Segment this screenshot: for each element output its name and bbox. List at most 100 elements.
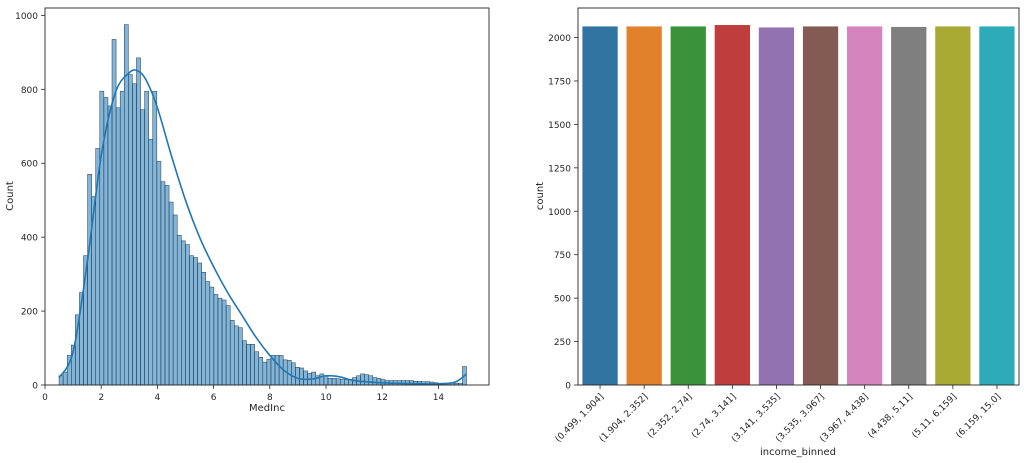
x-tick-label: (2.352, 2.74] [646,392,694,440]
y-tick-label: 2000 [548,34,571,44]
histogram-bar [99,90,105,386]
histogram-bar [119,90,125,386]
histogram-bar [246,344,251,386]
y-tick-label: 1500 [548,121,571,131]
x-tick-label: (5.11, 6.159] [910,392,958,440]
histogram-bar [242,340,247,386]
histogram-xlabel: MedInc [249,403,285,414]
histogram-bar [132,83,137,386]
histogram-bar [238,327,243,386]
bar [670,26,706,385]
histogram-bar [344,379,349,386]
histogram-bar [144,90,149,386]
histogram-bar [193,257,198,386]
histogram-bar [291,362,296,386]
histogram-bar [107,105,113,386]
histogram-bar [181,240,186,386]
histogram-bar [213,294,219,386]
histogram-bar [189,255,194,386]
histogram-bar [364,374,369,386]
y-tick-label: 500 [554,295,571,305]
x-tick-label: 4 [155,393,161,403]
histogram-bar [234,325,239,386]
histogram-bar [164,185,170,386]
histogram-bar [128,74,133,386]
histogram-bar [303,370,308,386]
bar-xlabel: income_binned [760,447,836,458]
bar [802,26,839,385]
histogram-bar [225,305,231,386]
kde-curve [58,69,468,385]
histogram-bar [372,377,378,386]
histogram-bar [115,107,121,386]
y-tick-label: 0 [565,382,571,392]
bar [714,25,750,385]
histogram-bar [209,286,215,386]
histogram-bar [62,371,68,386]
histogram-bar [258,357,264,386]
histogram-bar [172,214,178,386]
x-tick-label: 10 [320,393,332,403]
histogram-bar [140,109,145,386]
histogram-bar [87,174,92,386]
histogram-bar [160,181,166,386]
histogram-bar [156,161,162,386]
histogram-bar [339,378,345,386]
histogram-plot-frame [44,7,490,386]
histogram-bar [254,351,259,386]
histogram-bar [323,375,329,386]
histogram-bar [278,355,284,386]
histogram-bar [250,344,255,386]
bar [626,26,662,385]
histogram-bar [295,367,300,386]
bar [891,26,927,386]
y-tick-label: 600 [21,160,38,170]
y-tick-label: 200 [21,308,38,318]
histogram-bar [201,272,206,386]
histogram-ylabel: Count [5,181,16,211]
histogram-bar [197,262,202,386]
histogram-bar [221,299,227,386]
y-tick-label: 1750 [548,77,571,87]
histogram-bar [229,320,235,386]
histogram-bar [335,378,341,386]
histogram-bar [148,138,154,386]
bar [935,26,971,385]
x-tick-label: (2.74, 3.141] [690,392,738,440]
histogram-bar [360,373,365,386]
y-tick-label: 1000 [548,208,571,218]
x-tick-label: 0 [42,393,48,403]
histogram-bar [136,57,141,386]
x-tick-label: 12 [376,393,387,403]
histogram-bar [266,358,272,386]
bar [847,26,883,385]
y-tick-label: 800 [21,86,38,96]
y-tick-label: 750 [554,251,571,261]
histogram-bar [176,235,182,386]
x-tick-label: 8 [267,393,273,403]
bar [979,26,1015,385]
histogram-bar [205,281,211,386]
x-tick-label: (1.904, 2.352] [598,392,651,445]
y-tick-label: 0 [32,382,38,392]
histogram-bar [327,378,333,386]
x-tick-label: 6 [211,393,217,403]
histogram-bar [274,355,280,386]
histogram-bar [262,361,268,386]
bar [758,27,795,385]
histogram-bar [123,24,129,386]
histogram-bar [185,244,190,386]
histogram-chart: 0 200 400 600 800 1000 0 2 4 6 8 10 12 14 MedInc Coun… [5,7,490,414]
bar [582,26,618,385]
histogram-bar [217,297,223,386]
bar-plot-frame [577,7,1020,386]
y-tick-label: 250 [554,338,571,348]
x-tick-label: (3.967, 4.438] [818,392,871,445]
histogram-bar [299,367,304,386]
x-tick-label: 14 [433,393,445,403]
y-tick-label: 1000 [15,12,38,22]
histogram-bar [152,90,158,386]
